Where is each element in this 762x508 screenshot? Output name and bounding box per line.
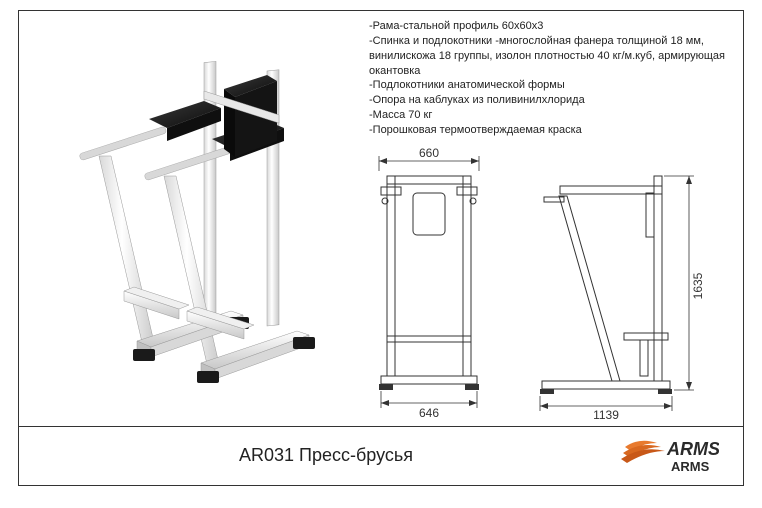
title-block: AR031 Пресс-брусья ARMS ARMS (19, 425, 743, 485)
logo-text: ARMS (666, 439, 719, 459)
spec-line: -Спинка и подлокотники -многослойная фан… (369, 34, 739, 79)
dim-depth: 1139 (593, 408, 619, 421)
dim-base-width: 646 (419, 406, 439, 420)
side-view: 1635 1139 (540, 176, 705, 421)
spec-line: -Масса 70 кг (369, 108, 739, 123)
logo-swoosh-icon (621, 441, 665, 463)
product-render (29, 41, 349, 401)
spec-list: -Рама-стальной профиль 60х60х3 -Спинка и… (369, 19, 739, 138)
content-area: -Рама-стальной профиль 60х60х3 -Спинка и… (19, 11, 743, 427)
spec-line: -Опора на каблуках из поливинилхлорида (369, 93, 739, 108)
logo-subtext: ARMS (671, 459, 710, 474)
spec-line: -Рама-стальной профиль 60х60х3 (369, 19, 739, 34)
front-view: 660 (379, 146, 479, 420)
brand-logo: ARMS ARMS (619, 433, 719, 482)
technical-drawings: 660 (359, 141, 739, 421)
spec-line: -Порошковая термоотверждаемая краска (369, 123, 739, 138)
dim-height: 1635 (691, 272, 705, 299)
drawing-frame: -Рама-стальной профиль 60х60х3 -Спинка и… (18, 10, 744, 486)
dim-top-width: 660 (419, 146, 439, 160)
spec-line: -Подлокотники анатомической формы (369, 78, 739, 93)
product-title: AR031 Пресс-брусья (239, 445, 413, 466)
